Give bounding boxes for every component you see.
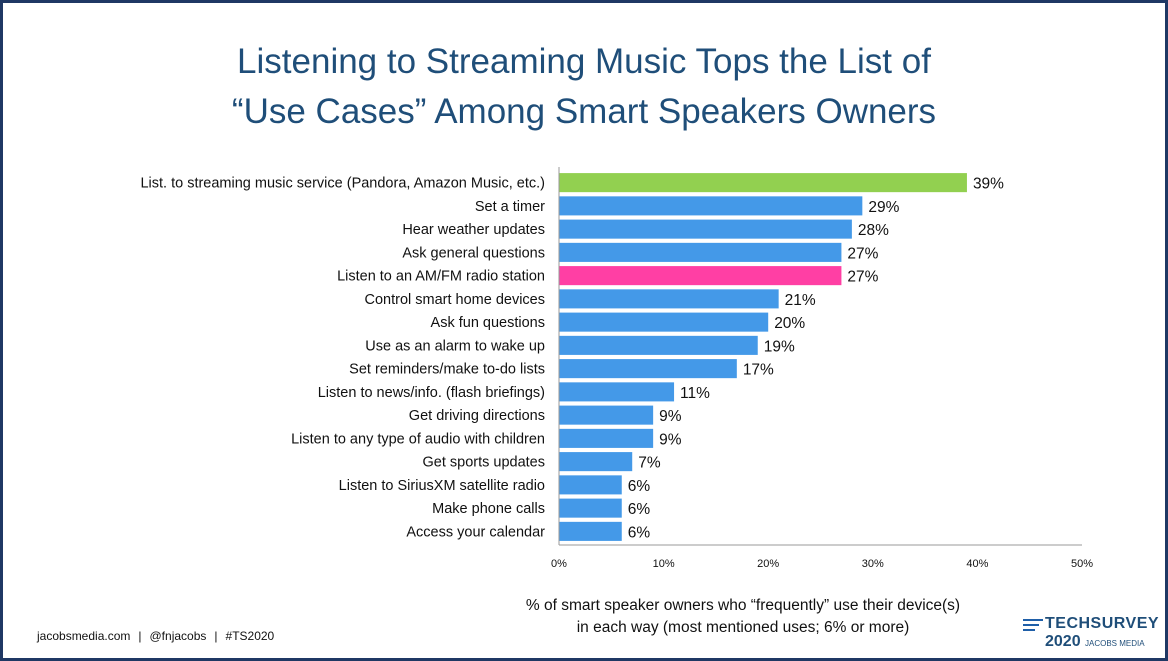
x-tick-label: 50% [1071,558,1093,570]
x-tick-label: 0% [551,558,567,570]
x-tick-label: 30% [862,558,884,570]
footer-site: jacobsmedia.com [37,629,131,643]
value-label: 27% [847,245,878,262]
bar [559,266,842,286]
bar [559,173,967,193]
x-axis-caption: % of smart speaker owners who “frequentl… [443,595,1043,639]
category-label: Use as an alarm to wake up [365,338,545,354]
category-label: Listen to news/info. (flash briefings) [318,385,545,401]
logo-brand: TECHSURVEY [1045,615,1160,632]
bar [559,242,842,262]
logo-lines-icon [1023,619,1043,637]
category-label: Make phone calls [432,501,545,517]
bar [559,289,779,309]
title-line-2: “Use Cases” Among Smart Speakers Owners [231,92,937,131]
footer-separator: | [214,629,218,643]
value-label: 21% [785,292,816,309]
bar [559,452,633,472]
value-label: 28% [858,222,889,239]
value-label: 19% [764,338,795,355]
x-tick-label: 20% [757,558,779,570]
value-label: 9% [659,431,682,448]
category-label: Get driving directions [409,408,545,424]
category-label: Set a timer [475,199,545,215]
category-label: Ask fun questions [431,315,545,331]
value-label: 27% [847,269,878,286]
x-tick-label: 10% [653,558,675,570]
title-line-1: Listening to Streaming Music Tops the Li… [237,42,931,81]
bar [559,498,622,518]
footer-separator: | [138,629,142,643]
category-label: Hear weather updates [402,222,545,238]
techsurvey-logo: TECHSURVEY 2020 JACOBS MEDIA [1023,615,1160,655]
bar [559,359,737,379]
value-label: 39% [973,176,1004,193]
footer: jacobsmedia.com | @fnjacobs | #TS2020 [37,629,274,643]
bar [559,312,769,332]
bar [559,219,852,239]
bar [559,405,654,425]
bar [559,335,758,355]
bar [559,382,675,402]
bar [559,521,622,541]
category-label: List. to streaming music service (Pandor… [140,176,545,192]
value-label: 9% [659,408,682,425]
category-label: Get sports updates [422,455,545,471]
x-tick-label: 40% [966,558,988,570]
category-label: Listen to SiriusXM satellite radio [339,478,545,494]
value-label: 17% [743,362,774,379]
chart-title: Listening to Streaming Music Tops the Li… [3,37,1165,137]
footer-hashtag: #TS2020 [225,629,275,643]
value-label: 29% [868,199,899,216]
bar [559,428,654,448]
category-label: Listen to any type of audio with childre… [291,431,545,447]
logo-sub: JACOBS MEDIA [1085,639,1145,648]
category-label: Access your calendar [406,524,545,540]
category-label: Ask general questions [402,245,545,261]
category-label: Listen to an AM/FM radio station [337,269,545,285]
value-label: 6% [628,524,651,541]
footer-handle: @fnjacobs [149,629,207,643]
bar [559,475,622,495]
value-label: 7% [638,455,661,472]
x-axis-caption-line-2: in each way (most mentioned uses; 6% or … [576,619,910,636]
value-label: 6% [628,501,651,518]
bar-chart: List. to streaming music service (Pandor… [140,167,1093,570]
category-label: Control smart home devices [364,292,545,308]
bar [559,196,863,216]
value-label: 11% [680,385,710,402]
value-label: 6% [628,478,651,495]
value-label: 20% [774,315,805,332]
category-label: Set reminders/make to-do lists [349,362,545,378]
logo-year: 2020 [1045,633,1081,650]
x-axis-caption-line-1: % of smart speaker owners who “frequentl… [525,597,961,614]
